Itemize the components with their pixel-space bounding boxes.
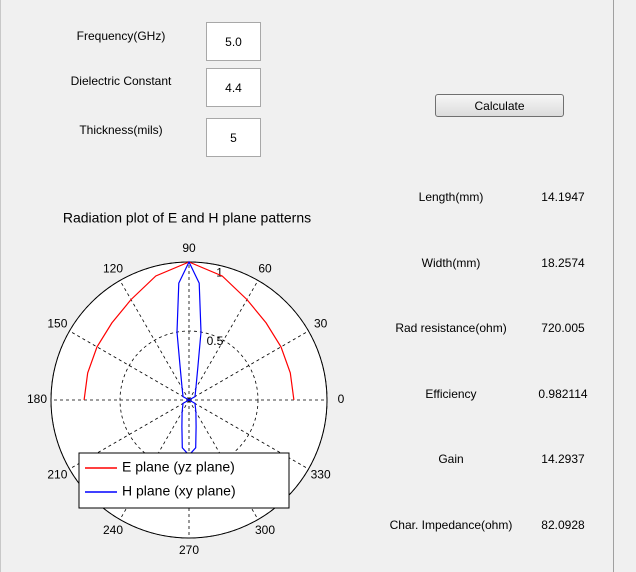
theta-tick-label: 0 — [338, 392, 345, 406]
result-label: Gain — [438, 452, 464, 466]
result-label: Efficiency — [425, 386, 477, 401]
input-label: Thickness(mils) — [79, 123, 163, 137]
result-label: Length(mm) — [418, 190, 484, 204]
legend-label: H plane (xy plane) — [122, 483, 236, 499]
result-label: Width(mm) — [421, 255, 481, 270]
result-value: 0.982114 — [538, 386, 588, 401]
theta-grid-line — [188, 330, 309, 401]
input-field[interactable]: 4.4 — [206, 68, 261, 107]
input-field[interactable]: 5.0 — [206, 22, 261, 61]
legend-box — [78, 452, 290, 509]
calculate-button[interactable]: Calculate — [435, 94, 564, 117]
window: Calculate Radiation plot of E and H plan… — [0, 0, 614, 572]
theta-tick-label: 60 — [258, 261, 272, 275]
theta-tick-label: 120 — [103, 261, 123, 275]
theta-tick-label: 180 — [27, 392, 47, 406]
theta-tick-label: 300 — [255, 523, 275, 537]
result-value: 18.2574 — [541, 255, 585, 270]
theta-tick-label: 30 — [314, 317, 328, 331]
result-label: Char. Impedance(ohm) — [389, 517, 513, 532]
theta-tick-label: 210 — [47, 468, 67, 482]
series-line — [176, 260, 202, 457]
input-label: Dielectric Constant — [70, 74, 172, 88]
theta-grid-line — [69, 330, 190, 401]
chart-title: Radiation plot of E and H plane patterns — [63, 210, 311, 226]
input-field[interactable]: 5 — [206, 118, 261, 157]
result-label: Rad resistance(ohm) — [395, 321, 507, 335]
legend-label: E plane (yz plane) — [122, 459, 235, 475]
result-value: 82.0928 — [541, 517, 585, 532]
theta-tick-label: 330 — [311, 468, 331, 482]
theta-grid-line — [188, 280, 259, 401]
theta-tick-label: 270 — [179, 543, 199, 557]
theta-tick-label: 150 — [47, 317, 67, 331]
input-label: Frequency(GHz) — [76, 29, 166, 43]
result-value: 720.005 — [541, 321, 585, 335]
theta-grid-line — [119, 280, 190, 401]
polar-chart: Radiation plot of E and H plane patterns… — [27, 210, 345, 557]
theta-tick-label: 90 — [182, 241, 196, 255]
theta-tick-label: 240 — [103, 523, 123, 537]
r-tick-label: 1 — [216, 266, 223, 280]
result-value: 14.1947 — [541, 190, 585, 204]
result-value: 14.2937 — [541, 452, 585, 466]
r-tick-label: 0.5 — [207, 334, 224, 348]
